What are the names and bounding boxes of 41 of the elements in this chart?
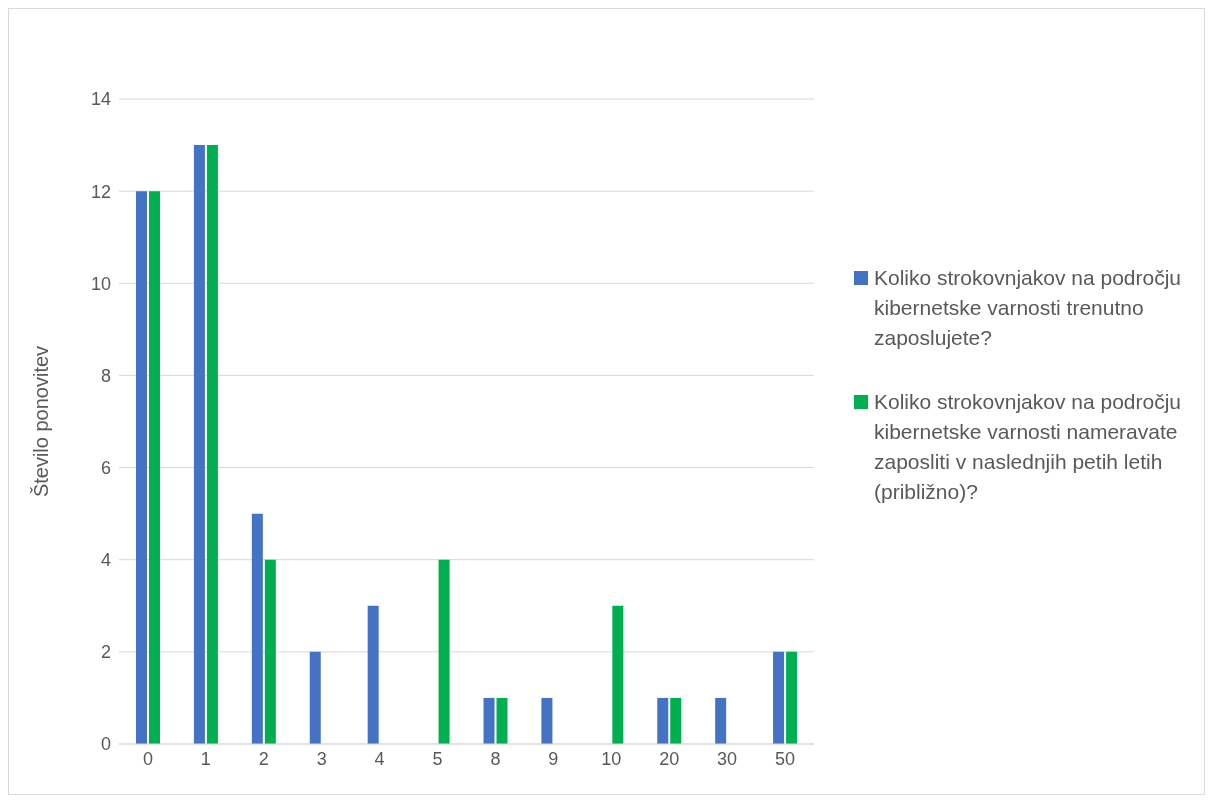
x-tick-label: 9	[548, 748, 559, 769]
y-tick-label: 0	[100, 734, 111, 755]
x-tick-label: 30	[717, 748, 738, 769]
bar	[657, 697, 669, 744]
y-tick-label: 2	[100, 642, 111, 663]
bar	[251, 513, 263, 744]
bar	[786, 651, 798, 744]
x-tick-label: 1	[200, 748, 211, 769]
bar	[496, 697, 508, 744]
x-tick-label: 10	[601, 748, 622, 769]
bar	[206, 145, 218, 744]
y-tick-label: 4	[100, 550, 111, 571]
x-tick-label: 5	[432, 748, 443, 769]
bar	[541, 697, 553, 744]
y-tick-label: 8	[100, 365, 111, 386]
y-tick-label: 10	[90, 273, 111, 294]
y-tick-label: 6	[100, 457, 111, 478]
y-tick-label: 12	[90, 181, 111, 202]
x-tick-label: 4	[374, 748, 385, 769]
y-axis-title: Število ponovitev	[30, 345, 53, 498]
x-tick-label: 0	[142, 748, 153, 769]
bar	[193, 145, 205, 744]
legend-label: Koliko strokovnjakov na področju kibernetske varnosti nameravate zaposliti v naslednjih petih letih (približno)?	[874, 388, 1182, 505]
bar	[367, 605, 379, 744]
bar	[483, 697, 495, 744]
x-tick-label: 8	[490, 748, 501, 769]
bar	[149, 191, 160, 744]
bar	[773, 651, 785, 744]
x-tick-label: 50	[775, 748, 796, 769]
bar	[612, 605, 624, 744]
bar	[670, 697, 682, 744]
bar	[438, 559, 450, 744]
bar	[264, 559, 276, 744]
x-tick-label: 3	[316, 748, 327, 769]
legend-label: Koliko strokovnjakov na področju kibernetske varnosti trenutno zaposlujete?	[874, 264, 1182, 351]
bar	[715, 697, 727, 744]
bar	[136, 191, 147, 744]
bar	[309, 651, 321, 744]
x-tick-label: 2	[258, 748, 269, 769]
y-tick-label: 14	[90, 89, 111, 110]
x-tick-label: 20	[659, 748, 680, 769]
